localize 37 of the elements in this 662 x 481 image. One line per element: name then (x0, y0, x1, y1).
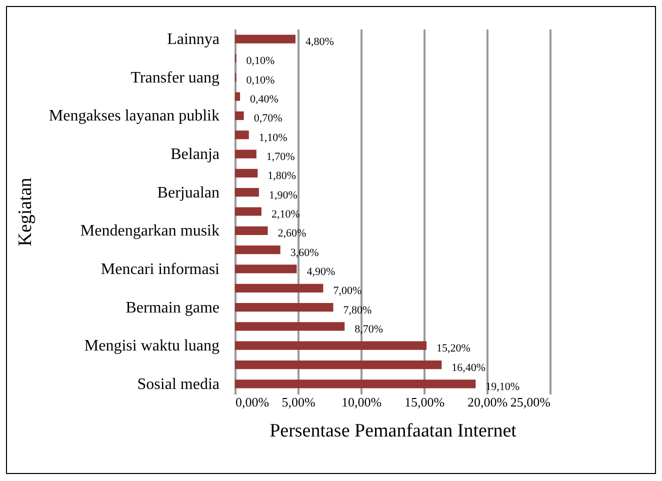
data-label: 4,80% (305, 36, 334, 48)
data-label: 0,40% (250, 94, 278, 106)
data-label: 7,00% (333, 285, 362, 298)
y-tick-label: Belanja (170, 146, 220, 164)
x-tick-label: 5,00% (282, 394, 316, 410)
data-label: 15,20% (436, 342, 470, 355)
data-label: 2,60% (278, 228, 306, 240)
data-label: 2,10% (271, 208, 300, 220)
data-label: 4,90% (306, 266, 336, 278)
x-tick-label: 15,00% (404, 394, 445, 410)
x-tick-label: 10,00% (341, 394, 382, 410)
y-tick-label: Berjualan (157, 184, 220, 202)
y-tick-label: Transfer uang (130, 69, 220, 86)
data-label: 16,40% (452, 362, 486, 374)
data-label: 1,90% (268, 189, 298, 202)
y-tick-label: Mengisi waktu luang (84, 338, 220, 355)
data-label: 0,10% (246, 74, 275, 86)
data-label: 8,70% (354, 323, 384, 336)
x-tick-label: 20,00% (467, 394, 508, 410)
x-axis-title: Persentase Pemanfaatan Internet (270, 420, 518, 442)
data-label: 0,70% (254, 112, 282, 125)
data-label: 0,10% (246, 55, 275, 68)
y-axis-title: Kegiatan (14, 177, 36, 246)
x-tick-label: 0,00% (236, 394, 270, 410)
y-tick-label: Mendengarkan musik (80, 222, 220, 240)
data-label: 19,10% (486, 380, 520, 393)
data-label: 1,70% (266, 151, 295, 164)
data-label: 7,80% (343, 304, 372, 316)
y-tick-label: Bermain game (126, 299, 220, 316)
y-tick-label: Lainnya (167, 31, 220, 48)
y-tick-label: Mencari informasi (100, 260, 220, 278)
y-tick-label: Sosial media (137, 376, 220, 393)
y-tick-label: Mengakses layanan publik (48, 108, 220, 125)
data-label: 3,60% (290, 246, 319, 259)
x-tick-label: 25,00% (510, 394, 551, 410)
data-label: 1,10% (258, 132, 288, 144)
data-label: 1,80% (268, 170, 296, 182)
